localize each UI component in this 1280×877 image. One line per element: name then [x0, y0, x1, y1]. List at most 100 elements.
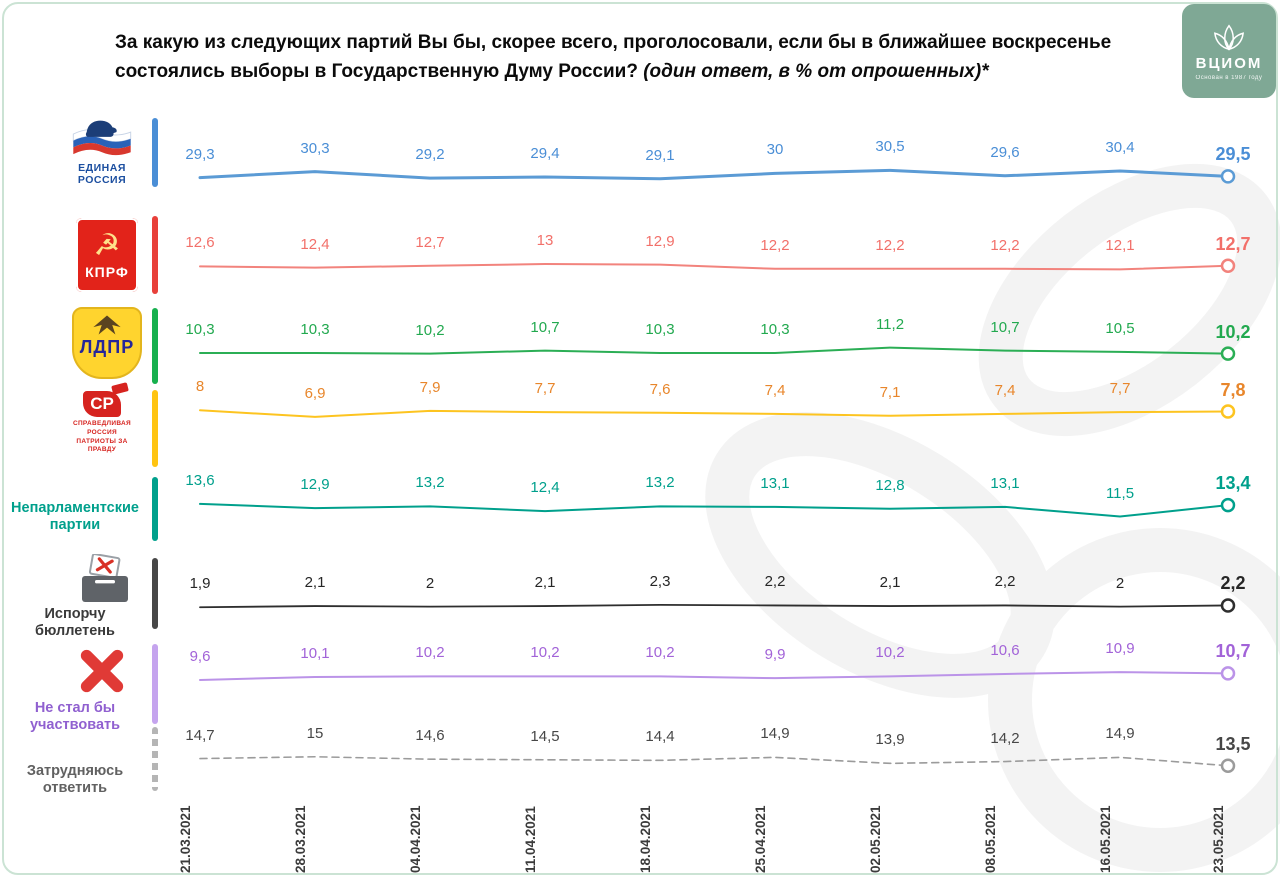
line-chart-united-russia: 29,3 30,3 29,2 29,4 29,1 30 30,5 29,6 30,4 29,5 — [165, 115, 1280, 235]
value-label: 7,8 — [1220, 379, 1246, 400]
value-label: 14,9 — [1105, 725, 1135, 743]
red-cross-icon — [76, 646, 128, 701]
end-point-marker — [1220, 598, 1236, 613]
eagle-icon — [93, 315, 121, 335]
value-label: 10,7 — [1215, 641, 1251, 662]
united-russia-logo-icon: ЕДИНАЯ РОССИЯ — [62, 113, 142, 186]
value-label: 7,7 — [1109, 380, 1131, 398]
value-label: 10,3 — [185, 321, 215, 339]
series-label-line: бюллетень — [35, 623, 115, 640]
value-label: 2 — [1115, 574, 1125, 592]
value-label: 10,5 — [1105, 319, 1135, 337]
value-label: 12,8 — [875, 476, 905, 494]
value-label: 7,1 — [879, 383, 901, 401]
value-label: 14,9 — [760, 725, 790, 743]
value-label: 2,1 — [304, 574, 326, 592]
end-point-marker — [1220, 404, 1236, 419]
series-label: Испорчу бюллетень — [2, 606, 148, 640]
trend-line — [199, 755, 1236, 774]
series-label: Не стал бы участвовать — [2, 700, 148, 734]
value-label: 29,4 — [530, 144, 560, 162]
value-label: 7,9 — [419, 378, 441, 396]
row-icon-area: ЕДИНАЯ РОССИЯ — [0, 115, 150, 235]
series-label-line: партии — [49, 517, 101, 534]
value-label: 11,2 — [875, 315, 905, 333]
value-label: 2,1 — [879, 574, 901, 592]
value-label: 13,1 — [760, 474, 790, 492]
party-name-line: ЕДИНАЯ — [78, 162, 126, 174]
x-axis-date-label: 28.03.2021 — [293, 805, 308, 873]
value-label: 13,2 — [645, 474, 675, 492]
series-row-not-participate: Не стал бы участвовать 9,6 10,1 10,2 10,2 10… — [0, 616, 1280, 736]
trend-line — [199, 404, 1236, 419]
series-color-bar — [152, 390, 158, 467]
x-axis-date-label: 18.04.2021 — [638, 805, 653, 873]
series-row-nonparliamentary: Непарламентские партии 13,6 12,9 13,2 12,4 1… — [0, 448, 1280, 568]
x-axis-dates: 21.03.2021 28.03.2021 04.04.2021 11.04.2021… — [0, 783, 1280, 873]
row-icon-area: Не стал бы участвовать — [0, 616, 150, 736]
value-label: 29,6 — [990, 143, 1020, 161]
value-label: 10,2 — [645, 644, 675, 662]
value-label: 7,6 — [649, 380, 671, 398]
vciom-logo: ВЦИОМ Основан в 1987 году — [1182, 4, 1276, 98]
party-name-line: КПРФ — [85, 263, 129, 280]
value-label: 10,3 — [760, 321, 790, 339]
end-point-marker — [1220, 497, 1236, 513]
value-label: 12,1 — [1105, 237, 1135, 255]
value-label: 29,3 — [185, 145, 215, 163]
x-axis-date-label: 02.05.2021 — [868, 805, 883, 873]
value-label: 30,5 — [875, 138, 905, 156]
value-label: 10,3 — [645, 321, 675, 339]
value-label: 14,5 — [530, 727, 560, 745]
value-label: 12,2 — [760, 236, 790, 254]
value-label: 7,7 — [534, 380, 556, 398]
value-label: 10,1 — [300, 644, 330, 662]
value-label: 13,2 — [415, 474, 445, 492]
value-label: 13,5 — [1215, 733, 1251, 754]
series-label-line: Не стал бы — [34, 700, 116, 716]
series-label: Непарламентские партии — [2, 500, 148, 534]
line-chart-hard-to-answer: 14,7 15 14,6 14,5 14,4 14,9 13,9 14,2 14,9 13,5 — [165, 700, 1280, 820]
series-row-spoil-ballot: Испорчу бюллетень 1,9 2,1 2 2,1 2,3 2,2 2,1 2,2… — [0, 546, 1280, 666]
x-axis-date-label: 23.05.2021 — [1211, 805, 1226, 873]
value-label: 12,2 — [990, 236, 1020, 254]
value-label: 12,7 — [415, 233, 445, 251]
series-row-united-russia: ЕДИНАЯ РОССИЯ 29,3 30,3 29,2 29,4 29,1 30 30,5… — [0, 115, 1280, 235]
ldpr-logo-icon: ЛДПР — [72, 307, 142, 379]
value-label: 13,9 — [875, 731, 905, 749]
value-label: 29,5 — [1215, 144, 1251, 165]
trend-line — [199, 497, 1236, 518]
value-label: 14,2 — [990, 729, 1020, 747]
end-point-marker — [1220, 758, 1236, 774]
value-label: 6,9 — [304, 384, 326, 402]
trend-line — [199, 346, 1236, 361]
value-label: 10,2 — [875, 644, 905, 662]
x-axis-date-label: 08.05.2021 — [983, 805, 998, 873]
value-label: 2,2 — [994, 573, 1016, 591]
trend-line — [198, 168, 1236, 184]
line-chart-not-participate: 9,6 10,1 10,2 10,2 10,2 9,9 10,2 10,6 10,9 10,7 — [165, 616, 1280, 736]
value-label: 10,9 — [1105, 640, 1135, 658]
value-label: 13,6 — [185, 471, 215, 489]
party-abbr: СР — [83, 391, 121, 417]
value-label: 12,4 — [530, 479, 560, 497]
series-label-line: ответить — [42, 780, 108, 797]
value-label: 29,2 — [415, 146, 445, 164]
value-label: 12,4 — [300, 235, 330, 253]
title-line-2: состоялись выборы в Государственную Думу… — [115, 61, 638, 83]
series-row-hard-to-answer: Затрудняюсь ответить 14,7 15 14,6 14,5 14,4 1… — [0, 700, 1280, 820]
chart-title: За какую из следующих партий Вы бы, скор… — [115, 28, 1170, 87]
sr-mark-icon: СР — [83, 382, 129, 417]
row-icon-area: Испорчу бюллетень — [0, 546, 150, 666]
value-label: 30,3 — [300, 139, 330, 157]
x-axis-date-label: 21.03.2021 — [178, 805, 193, 873]
series-color-bar — [152, 477, 158, 541]
series-color-bar — [152, 216, 158, 294]
spoiled-ballot-icon — [76, 553, 134, 609]
title-note: (один ответ, в % от опрошенных)* — [643, 61, 989, 83]
series-label-line: Непарламентские — [11, 500, 139, 516]
trend-line — [199, 598, 1236, 613]
x-axis-date-label: 25.04.2021 — [753, 805, 768, 873]
line-chart-spoil-ballot: 1,9 2,1 2 2,1 2,3 2,2 2,1 2,2 2 2,2 — [165, 546, 1280, 666]
